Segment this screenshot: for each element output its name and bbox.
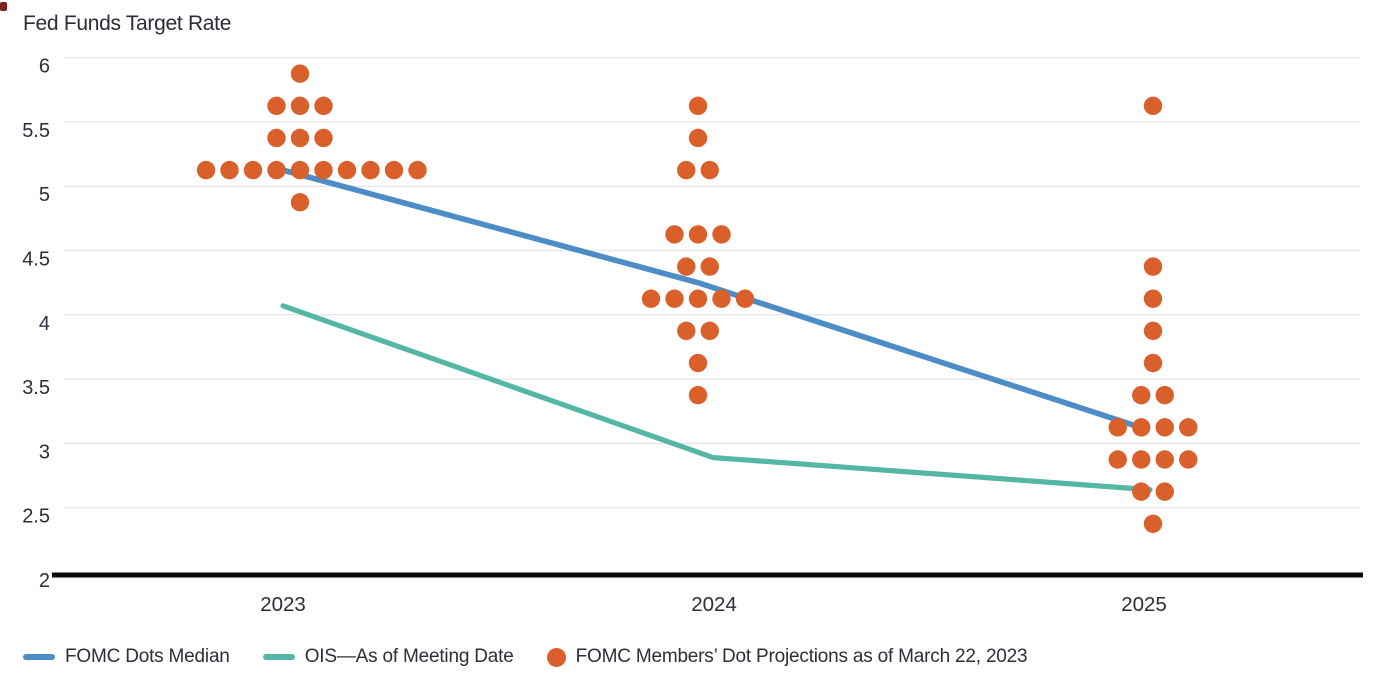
- y-tick-label: 6: [39, 56, 50, 78]
- legend-label: FOMC Dots Median: [65, 646, 230, 667]
- fomc-dot: [290, 64, 310, 83]
- legend-item: OIS—As of Meeting Date: [262, 646, 514, 668]
- fomc-dot: [1132, 482, 1151, 501]
- fomc-dot: [1155, 385, 1174, 405]
- fomc-dot: [1155, 450, 1174, 469]
- fomc-dot: [196, 160, 216, 180]
- fomc-dot: [1143, 514, 1163, 533]
- fomc-dot: [290, 128, 310, 148]
- legend-line-swatch: [23, 653, 55, 661]
- fomc-dot: [1143, 289, 1163, 308]
- fomc-dot: [688, 289, 708, 308]
- fomc-dot: [314, 128, 333, 148]
- fomc-dot: [220, 160, 239, 180]
- fomc-dot: [267, 160, 286, 180]
- legend-item: FOMC Dots Median: [23, 646, 230, 668]
- fomc-dot: [314, 96, 333, 116]
- fomc-dot: [688, 385, 708, 405]
- legend-label: FOMC Members’ Dot Projections as of Marc…: [575, 646, 1028, 667]
- legend-item: FOMC Members’ Dot Projections as of Marc…: [546, 646, 1028, 668]
- y-tick-label: 4.5: [22, 249, 50, 271]
- legend-label: OIS—As of Meeting Date: [304, 646, 514, 667]
- fomc-dot: [1179, 418, 1198, 437]
- y-tick-label: 5.5: [22, 120, 50, 142]
- fomc-dot: [1132, 385, 1151, 405]
- fomc-dot: [688, 225, 708, 244]
- x-tick-label: 2025: [1121, 593, 1167, 616]
- y-tick-label: 3: [39, 441, 50, 463]
- y-tick-label: 2.5: [22, 506, 50, 528]
- fomc-dot: [700, 160, 719, 180]
- chart-title: Fed Funds Target Rate: [23, 12, 232, 35]
- fomc-dot: [267, 128, 286, 148]
- fomc-dot: [665, 289, 684, 308]
- fomc-dot: [1155, 482, 1174, 501]
- fomc-dot: [1132, 418, 1151, 437]
- fomc-dot: [384, 160, 404, 180]
- fomc-dot: [1132, 450, 1151, 469]
- fomc-dot: [267, 96, 286, 116]
- fomc-median-line: [280, 167, 1143, 431]
- fomc-dot: [1143, 321, 1163, 341]
- legend-line-swatch: [262, 653, 295, 661]
- fomc-dot: [688, 128, 708, 148]
- y-tick-label: 5: [39, 184, 50, 206]
- fomc-dot: [677, 321, 696, 341]
- chart-legend: FOMC Dots Median OIS—As of Meeting Date FO…: [23, 641, 1028, 673]
- x-tick-label: 2024: [691, 593, 737, 616]
- y-tick-label: 4: [39, 313, 50, 335]
- fomc-dot: [361, 160, 380, 180]
- fomc-dot: [290, 96, 310, 116]
- legend-dot-swatch: [546, 647, 566, 667]
- fomc-dot: [641, 289, 661, 308]
- fomc-dot: [665, 225, 684, 244]
- fomc-dot: [688, 96, 708, 116]
- x-tick-label: 2023: [260, 593, 306, 616]
- fomc-dot: [1179, 450, 1198, 469]
- fomc-dot: [290, 193, 310, 212]
- ois-line: [280, 303, 1153, 493]
- fomc-dot: [1155, 418, 1174, 437]
- fomc-dot: [1143, 353, 1163, 373]
- fomc-dot: [688, 353, 708, 373]
- fomc-dot: [1108, 450, 1127, 469]
- fomc-dot: [700, 257, 719, 276]
- fomc-dot: [1108, 418, 1127, 437]
- fomc-dot: [314, 160, 333, 180]
- y-tick-label: 2: [39, 570, 50, 592]
- fomc-dot: [712, 225, 731, 244]
- recording-indicator-dot: [0, 2, 7, 11]
- fomc-dot: [677, 160, 696, 180]
- fomc-dot: [700, 321, 719, 341]
- y-tick-label: 3.5: [22, 377, 50, 399]
- fomc-dot: [735, 289, 755, 308]
- fomc-dot: [712, 289, 731, 308]
- fomc-dot: [677, 257, 696, 276]
- fomc-dot: [337, 160, 357, 180]
- fomc-dot: [1143, 257, 1163, 276]
- fomc-dot: [290, 160, 310, 180]
- fomc-dot: [1143, 96, 1163, 116]
- fomc-dot: [243, 160, 263, 180]
- fomc-dot: [408, 160, 427, 180]
